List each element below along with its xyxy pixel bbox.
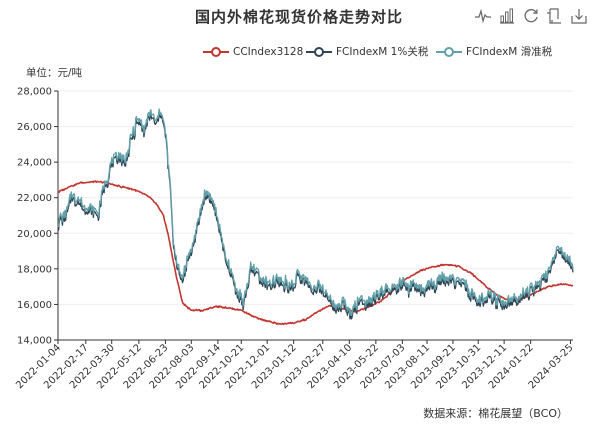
y-tick-label: 26,000 (17, 122, 52, 133)
series-line-fc-sliding (57, 108, 574, 317)
legend-label: FCIndexM 1%关税 (336, 46, 429, 58)
x-axis: 2022-01-042022-02-172022-03-302022-05-12… (14, 339, 576, 391)
y-tick-label: 22,000 (17, 193, 52, 204)
legend-line-icon (436, 47, 462, 57)
y-tick-label: 24,000 (17, 158, 52, 169)
series-lines (57, 108, 574, 326)
legend-label: CCIndex3128 (233, 46, 304, 58)
y-tick-label: 20,000 (17, 229, 52, 240)
data-view-icon[interactable] (546, 7, 564, 25)
line-chart-icon[interactable] (474, 7, 492, 25)
bar-chart-icon[interactable] (498, 7, 516, 25)
series-line-ccindex (57, 180, 574, 326)
data-source-label: 数据来源：棉花展望（BCO） (423, 407, 568, 420)
legend-line-icon (306, 47, 332, 57)
y-axis-unit-label: 单位：元/吨 (26, 67, 83, 79)
y-tick-label: 18,000 (17, 264, 52, 275)
chart-title: 国内外棉花现货价格走势对比 (194, 8, 403, 26)
y-tick-label: 14,000 (17, 336, 52, 347)
legend-line-icon (203, 47, 229, 57)
restore-icon[interactable] (522, 7, 540, 25)
series-line-fc-1pct (57, 111, 574, 320)
y-axis: 14,000 16,000 18,000 20,000 22,000 24,000 26,0… (17, 87, 59, 347)
grid-lines (58, 90, 573, 305)
save-image-icon[interactable] (570, 7, 588, 25)
y-tick-label: 28,000 (17, 87, 52, 98)
legend-label: FCIndexM 滑准税 (466, 46, 553, 58)
y-tick-label: 16,000 (17, 300, 52, 311)
